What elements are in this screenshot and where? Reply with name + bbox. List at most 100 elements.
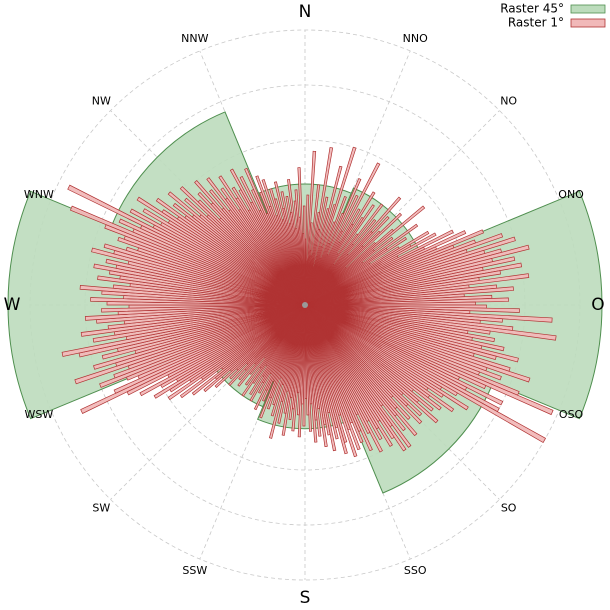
legend-label: Raster 45°: [500, 2, 564, 16]
bar: [304, 229, 484, 306]
bar: [304, 304, 423, 425]
bar: [304, 304, 310, 416]
legend-label: Raster 1°: [508, 16, 564, 30]
bar: [304, 304, 373, 452]
bar: [261, 179, 306, 306]
direction-label: NNW: [181, 32, 208, 45]
direction-label: WNW: [24, 188, 54, 201]
bar: [101, 304, 306, 360]
bar: [113, 304, 306, 379]
bar: [101, 304, 306, 313]
bar: [179, 186, 306, 306]
bar: [302, 205, 306, 306]
bar: [209, 189, 306, 306]
bar: [304, 233, 504, 306]
bar: [304, 304, 312, 432]
legend-swatch: [570, 18, 606, 28]
bar: [304, 297, 509, 306]
bar: [194, 179, 306, 306]
direction-label: OSO: [559, 408, 584, 421]
bar: [197, 191, 306, 306]
bar: [304, 273, 530, 306]
bar: [179, 304, 306, 399]
center: [302, 302, 308, 308]
bar: [244, 167, 306, 306]
bar: [304, 244, 530, 306]
bar: [80, 304, 306, 337]
bar: [304, 232, 437, 306]
direction-label: NW: [92, 94, 111, 107]
bar: [304, 304, 328, 448]
bar: [304, 304, 395, 440]
bar: [304, 223, 419, 306]
bar: [304, 229, 454, 306]
bar: [304, 304, 411, 420]
direction-label: SSW: [182, 564, 207, 577]
bar: [304, 230, 467, 306]
bar: [304, 304, 407, 452]
legend-swatch: [570, 4, 606, 14]
bar: [304, 262, 523, 306]
bar: [304, 205, 426, 306]
bar: [294, 189, 306, 306]
bar: [304, 304, 371, 434]
bar: [304, 304, 339, 440]
bar: [92, 304, 306, 343]
bar: [304, 304, 406, 432]
bar: [74, 304, 306, 385]
bar: [220, 187, 306, 306]
direction-label: W: [4, 295, 21, 315]
direction-label: SSO: [404, 564, 427, 577]
bar: [273, 181, 306, 306]
bar: [297, 167, 306, 306]
direction-label: ONO: [558, 188, 584, 201]
bar: [304, 304, 337, 452]
bar: [239, 176, 306, 306]
bar: [304, 286, 514, 306]
direction-label: WSW: [25, 408, 54, 421]
bar: [304, 304, 383, 453]
bar: [191, 304, 306, 396]
direction-label: NNO: [403, 32, 428, 45]
direction-label: NO: [500, 94, 517, 107]
bar: [255, 175, 306, 306]
bar: [113, 304, 306, 394]
bar: [304, 256, 516, 306]
direction-label: O: [591, 295, 604, 315]
bar: [304, 304, 383, 441]
bar: [285, 195, 306, 306]
bar: [80, 304, 306, 414]
bar: [139, 304, 306, 397]
bar: [206, 177, 306, 306]
bar: [304, 304, 358, 458]
bar: [107, 304, 306, 330]
bar: [304, 236, 516, 306]
bar: [304, 236, 407, 306]
bar: [84, 304, 306, 321]
bar: [304, 304, 364, 444]
bar: [280, 191, 306, 306]
bar: [304, 304, 418, 437]
direction-label: SO: [501, 502, 517, 515]
bar: [229, 168, 306, 306]
bar: [231, 186, 306, 306]
direction-label: S: [300, 588, 311, 608]
bar: [61, 304, 306, 357]
bar: [304, 270, 501, 306]
bar: [153, 304, 306, 399]
bar: [93, 304, 306, 370]
bar: [99, 304, 306, 388]
bar: [304, 304, 318, 443]
direction-label: SW: [92, 502, 110, 515]
bar: [167, 304, 306, 401]
bar: [304, 304, 322, 437]
bar: [218, 175, 306, 306]
bar: [269, 188, 306, 306]
bar: [304, 304, 412, 448]
bar: [304, 304, 393, 447]
bar: [304, 304, 331, 436]
bar: [274, 198, 306, 306]
direction-label: N: [299, 2, 312, 22]
bar: [304, 304, 348, 455]
